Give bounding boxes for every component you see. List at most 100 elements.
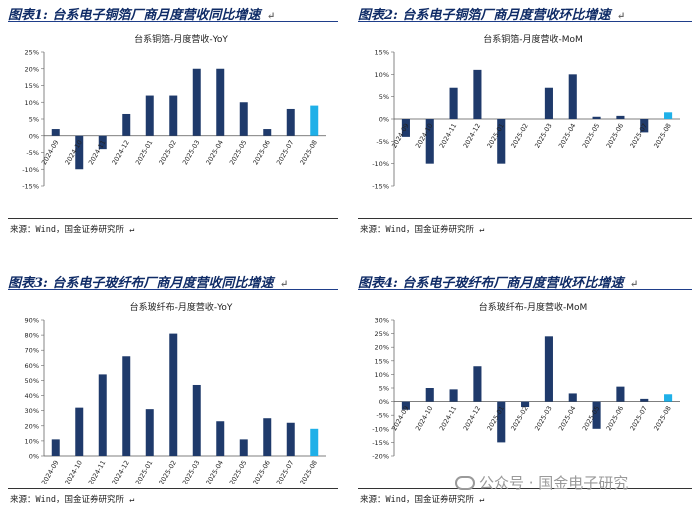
source-rule [8,488,338,489]
panel-2: 图表2: 台系电子铜箔厂商月度营收环比增速 ↵ 台系铜箔-月度营收-MoM -15… [358,4,692,244]
y-tick-label: -10% [22,166,39,174]
chart-title: 台系玻纤布-月度营收-MoM [479,301,588,313]
x-tick-label: 2025-03 [181,459,202,484]
bar [98,135,107,150]
return-mark: ↵ [616,11,626,22]
y-tick-label: 0% [379,116,389,124]
bar [169,333,178,456]
bar [286,108,295,136]
y-tick-label: 70% [25,347,39,355]
title-rule [358,289,692,290]
x-tick-label: 2025-02 [509,122,530,150]
y-tick-label: 10% [375,71,389,79]
y-tick-label: -15% [372,183,389,191]
chart-1: 台系铜箔-月度营收-YoY -15% -10% -5% 0% 5% 10% 15% 20% 25%… [8,26,338,214]
y-tick-label: 80% [25,332,39,340]
title-rule [8,289,338,290]
x-tick-label: 2024-10 [414,405,435,433]
bar [122,113,131,136]
y-tick-label: 40% [25,392,39,400]
bar [401,119,410,137]
source-rule [8,218,338,219]
y-tick-label: 0% [29,453,39,461]
y-tick-label: 0% [29,132,39,140]
x-tick-label: 2024-11 [438,405,459,433]
chart-svg: 台系铜箔-月度营收-MoM-15%-10%-5%0%5%10%15%2024-0… [372,33,680,191]
bar [192,384,201,456]
bar [521,401,530,408]
wechat-icon [455,476,475,490]
chart-title: 台系铜箔-月度营收-MoM [483,33,583,45]
bar [473,69,482,119]
bar [473,366,482,402]
x-tick-label: 2024-12 [110,139,131,167]
title-rule [358,21,692,22]
chart-title: 台系玻纤布-月度营收-YoY [130,301,233,313]
panel-3: 图表3: 台系电子玻纤布厂商月度营收同比增速 ↵ 台系玻纤布-月度营收-YoY 0… [8,272,338,508]
return-mark: ↵ [629,279,639,290]
chart-svg: 台系铜箔-月度营收-YoY -15% -10% -5% 0% 5% 10% 15% 20% 25%… [22,33,326,191]
x-tick-label: 2025-08 [652,405,673,433]
bar [310,428,319,456]
y-tick-label: -5% [376,138,389,146]
bar [592,401,601,429]
y-tick-label: 25% [25,49,39,57]
panel-label: 图表3: [8,276,48,291]
source-note: 来源：Wind，国金证券研究所 ↵ [360,225,485,235]
x-tick-label: 2024-11 [87,459,108,484]
panel-title: 图表4: 台系电子玻纤布厂商月度营收环比增速 ↵ [358,272,692,291]
x-tick-label: 2024-09 [390,405,411,433]
bar [263,418,272,456]
y-tick-label: 10% [25,99,39,107]
bar [51,439,60,456]
x-tick-label: 2024-12 [462,122,483,150]
y-tick-label: 20% [25,422,39,430]
panel-heading: 台系电子铜箔厂商月度营收同比增速 [52,8,261,23]
bar [239,439,248,456]
panel-heading: 台系电子玻纤布厂商月度营收环比增速 [402,276,624,291]
x-tick-label: 2025-06 [251,139,272,167]
bar [544,336,553,402]
y-tick-label: 15% [25,82,39,90]
x-tick-label: 2025-08 [298,139,319,167]
y-tick-label: -5% [26,149,39,157]
bar [449,389,458,402]
y-tick-label: 5% [379,385,389,393]
panel-label: 图表4: [358,276,398,291]
x-tick-label: 2024-11 [438,122,459,150]
x-tick-label: 2025-04 [204,139,225,167]
chart-svg: 台系玻纤布-月度营收-MoM -20% -15% -10% -5% 0% 5% 10% 15% 2… [372,301,680,461]
y-tick-label: 25% [375,330,389,338]
bar [145,409,154,456]
y-tick-label: 10% [25,437,39,445]
x-tick-label: 2025-05 [228,139,249,167]
panel-heading: 台系电子玻纤布厂商月度营收同比增速 [52,276,274,291]
x-tick-label: 2024-12 [110,459,131,484]
bar [401,401,410,410]
bar [449,87,458,119]
y-tick-label: -5% [376,412,389,420]
bar [286,422,295,456]
bar [497,401,506,443]
bar [122,356,131,456]
y-tick-label: -10% [372,425,389,433]
y-tick-label: 15% [375,357,389,365]
watermark-text: 公众号 · 国金电子研究 [479,474,629,492]
x-tick-label: 2024-12 [462,405,483,433]
x-tick-label: 2025-07 [275,459,296,484]
x-tick-label: 2025-07 [275,139,296,167]
x-tick-label: 2025-06 [605,122,626,150]
bar [216,421,225,456]
x-tick-label: 2025-02 [157,139,178,167]
x-tick-label: 2025-05 [581,122,602,150]
bar [592,116,601,119]
bar [425,119,434,164]
x-tick-label: 2025-04 [557,122,578,150]
chart-svg: 台系玻纤布-月度营收-YoY 0% 10% 20% 30% 40% 50% 60% 70% 80%… [25,301,326,484]
bar [75,135,84,170]
bar [544,87,553,119]
bar [616,115,625,119]
panel-title: 图表2: 台系电子铜箔厂商月度营收环比增速 ↵ [358,4,692,23]
watermark: 公众号 · 国金电子研究 [455,472,628,493]
chart-2: 台系铜箔-月度营收-MoM -15% -10% -5% 0% 5% 10% 15% 2024-0… [358,26,692,214]
